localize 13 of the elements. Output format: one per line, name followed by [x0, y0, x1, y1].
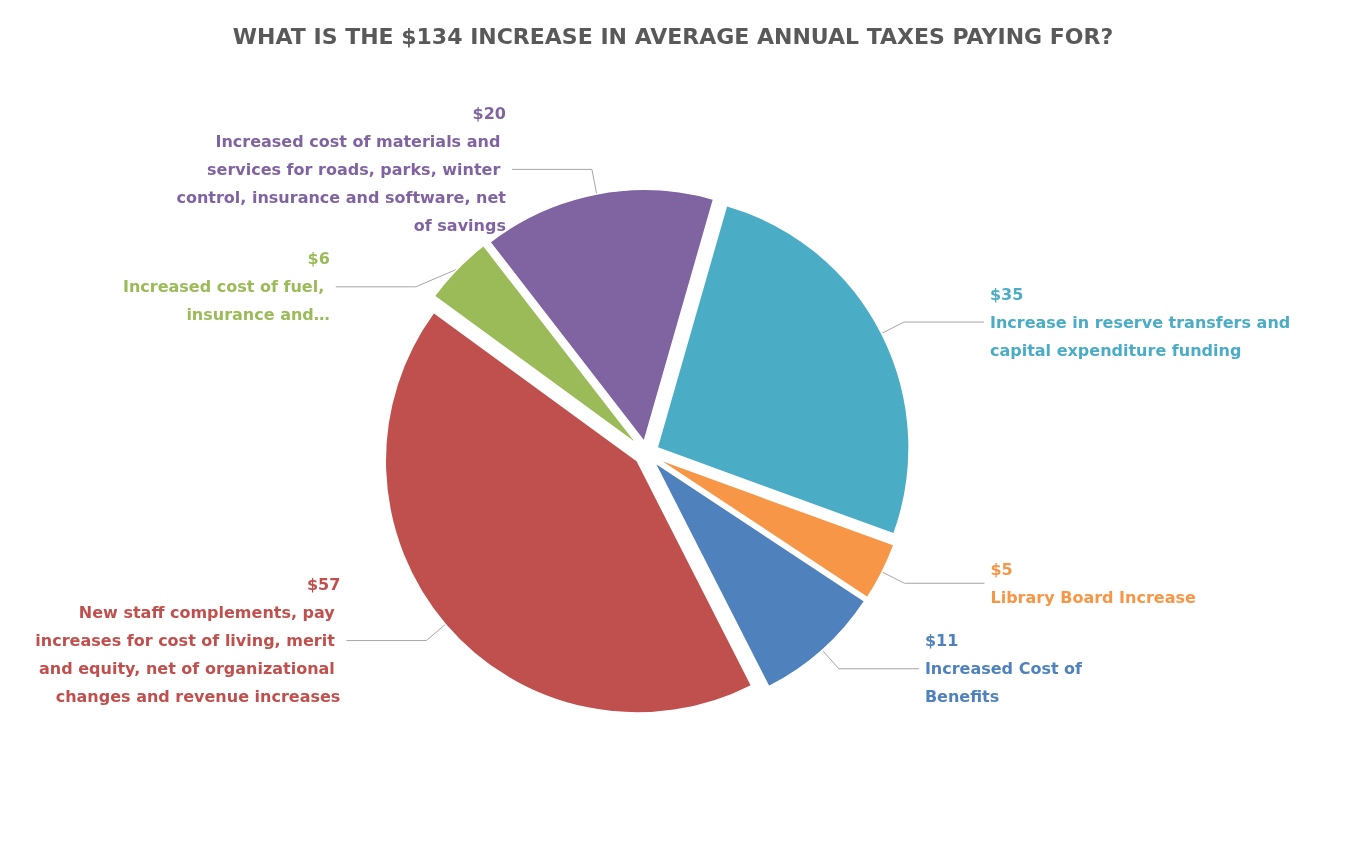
slice-label: Increased Cost of Benefits — [924, 659, 1088, 707]
data-label: $6 — [307, 249, 330, 269]
slice-label: Library Board Increase — [990, 587, 1196, 607]
data-label: $35 — [989, 284, 1024, 304]
slice-label: Increased cost of fuel, insurance and… — [122, 277, 330, 325]
data-label: $57 — [306, 575, 341, 595]
chart-title: WHAT IS THE $134 INCREASE IN AVERAGE ANNUAL TAXES PAYING FOR? — [232, 23, 1114, 49]
slice-label: Increased cost of materials and services for roads, parks, winter control, insurance and software, net of savings — [176, 131, 507, 235]
data-label: $5 — [990, 559, 1013, 579]
data-label: $11 — [924, 631, 959, 651]
data-label: $20 — [472, 103, 506, 123]
slice-label: Increase in reserve transfers and capital expenditure funding — [989, 312, 1296, 360]
slice-label: New staff complements, pay increases for cost of living, merit and equity, net of organizational changes and revenue increases — [35, 603, 341, 707]
